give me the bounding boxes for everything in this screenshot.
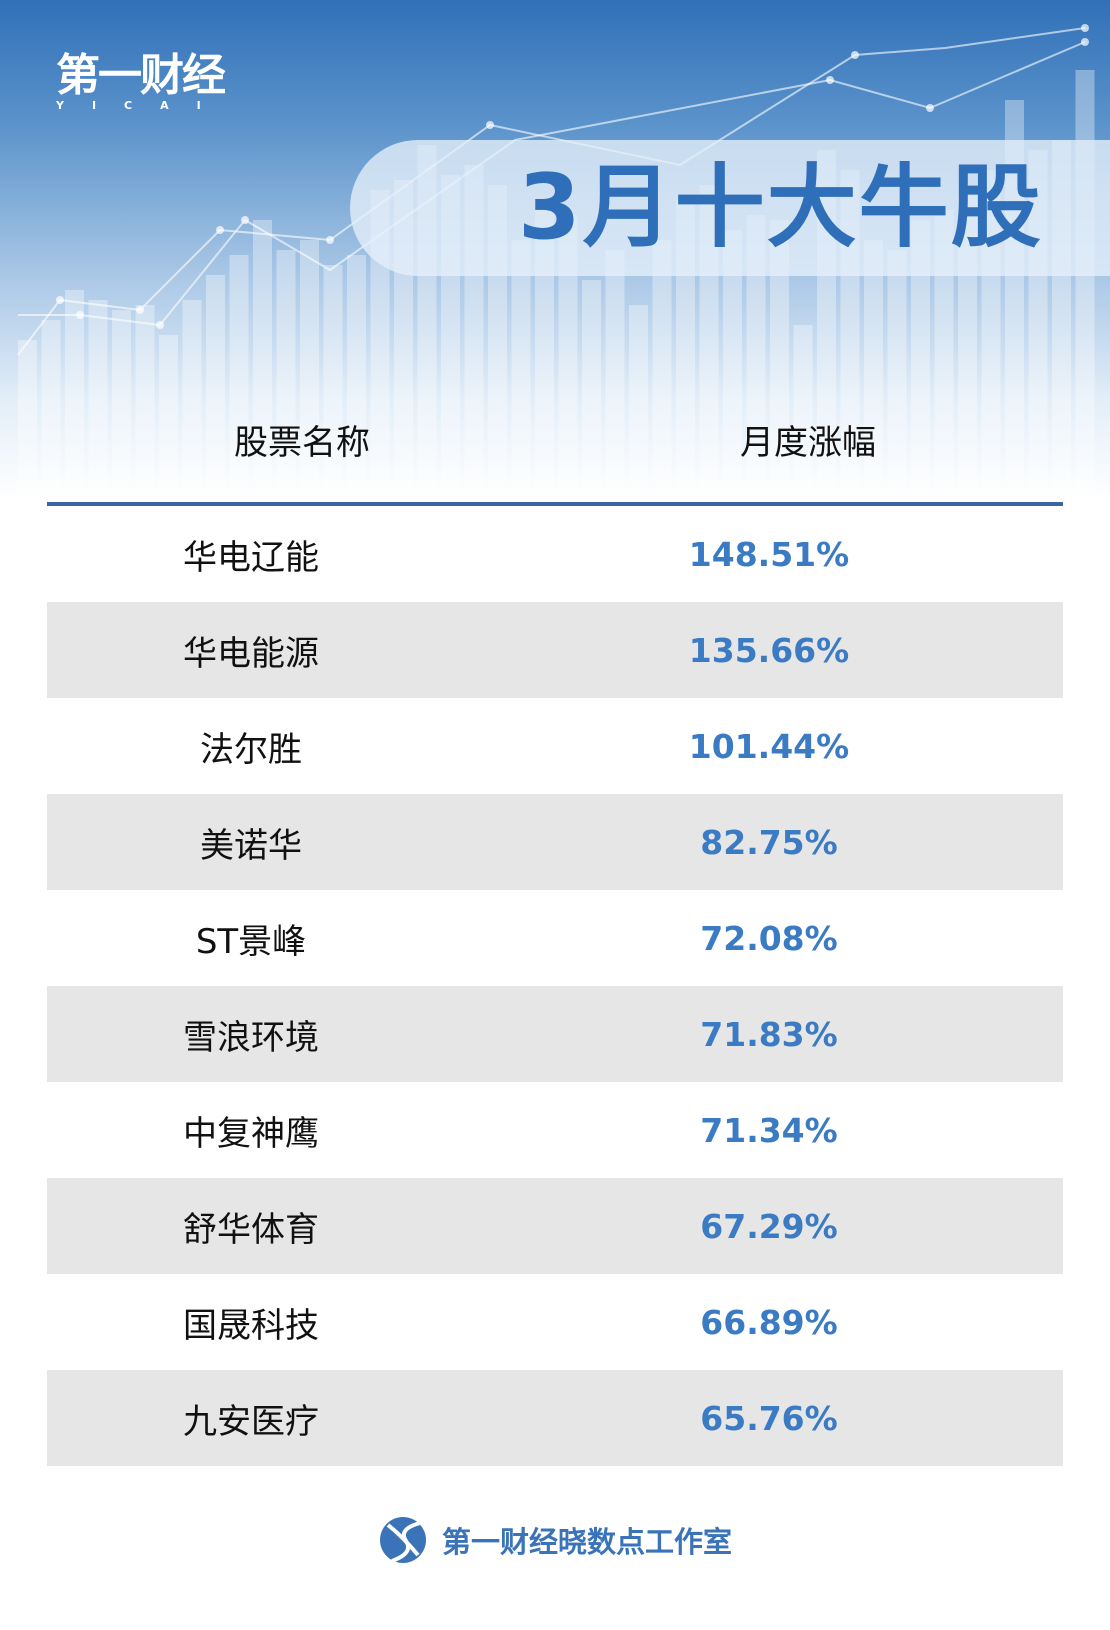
monthly-change: 71.83% [700, 1014, 838, 1054]
decorative-bar [229, 255, 249, 500]
decorative-bar [65, 290, 84, 500]
stock-name: 中复神鹰 [183, 1113, 319, 1154]
monthly-change: 65.76% [700, 1398, 838, 1438]
table-row: 华电能源 135.66% [47, 602, 1063, 698]
decorative-bar [18, 340, 37, 500]
decorative-bar [206, 275, 225, 500]
page-title: 3月十大牛股 [518, 155, 1043, 260]
table-row: 九安医疗 65.76% [47, 1370, 1063, 1466]
decorative-bar [112, 310, 131, 500]
decorative-bar [182, 300, 202, 500]
decorative-bar [558, 215, 578, 500]
stock-name: ST景峰 [195, 921, 307, 962]
monthly-change: 71.34% [700, 1110, 838, 1150]
monthly-change: 66.89% [700, 1302, 838, 1342]
monthly-change: 101.44% [688, 726, 850, 766]
decorative-bar [770, 220, 789, 500]
monthly-change: 148.51% [688, 534, 850, 574]
decorative-bar [276, 250, 296, 500]
decorative-bar [535, 210, 554, 500]
decorative-bar [323, 265, 343, 500]
decorative-bar [253, 220, 272, 500]
stock-name: 国晟科技 [183, 1305, 319, 1346]
table-row: 国晟科技 66.89% [47, 1274, 1063, 1370]
table-row: 美诺华 82.75% [47, 794, 1063, 890]
table-row: ST景峰 72.08% [47, 890, 1063, 986]
stock-name: 华电辽能 [183, 537, 319, 578]
footer-text: 第一财经晓数点工作室 [442, 1525, 733, 1559]
decorative-bar [1075, 70, 1095, 500]
table-row: 舒华体育 67.29% [47, 1178, 1063, 1274]
decorative-bar [652, 240, 672, 500]
decorative-bar [887, 250, 907, 500]
stock-name: 美诺华 [200, 825, 302, 866]
decorative-bar [864, 240, 883, 500]
decorative-bar [511, 240, 531, 500]
table-row: 华电辽能 148.51% [47, 506, 1063, 602]
decorative-bar [159, 335, 178, 500]
decorative-bar [582, 280, 601, 500]
yicai-logo: 第一财经 YICAI [56, 52, 229, 112]
logo-subtext: YICAI [56, 99, 229, 112]
stock-name: 华电能源 [183, 633, 319, 674]
header-divider [47, 502, 1063, 506]
monthly-change: 67.29% [700, 1206, 838, 1246]
decorative-bar [41, 320, 61, 500]
decorative-bar [605, 250, 625, 500]
decorative-bar [723, 230, 742, 500]
decorative-bar [629, 305, 648, 500]
column-header-change: 月度涨幅 [740, 423, 876, 463]
yicai-studio-logo-icon [380, 1517, 426, 1563]
decorative-bar [934, 210, 954, 500]
table-row: 法尔胜 101.44% [47, 698, 1063, 794]
decorative-bar [135, 305, 155, 500]
column-header-name: 股票名称 [234, 423, 370, 463]
monthly-change: 72.08% [700, 918, 838, 958]
monthly-change: 135.66% [688, 630, 850, 670]
decorative-bar [911, 220, 930, 500]
stock-name: 舒华体育 [183, 1209, 319, 1250]
title-pill [350, 140, 1110, 276]
stock-name: 九安医疗 [183, 1401, 319, 1442]
stock-name: 雪浪环境 [183, 1017, 319, 1058]
footer: 第一财经晓数点工作室 [378, 1515, 732, 1565]
decorative-bar [347, 255, 366, 500]
decorative-bar [793, 325, 813, 500]
table-row: 雪浪环境 71.83% [47, 986, 1063, 1082]
stock-name: 法尔胜 [200, 729, 302, 770]
logo-text: 第一财经 [56, 50, 226, 101]
decorative-bar [746, 215, 766, 500]
decorative-bar [88, 300, 108, 500]
monthly-change: 82.75% [700, 822, 838, 862]
stock-table: 华电辽能 148.51% 华电能源 135.66% 法尔胜 101.44% 美诺华 82.75… [47, 506, 1063, 1466]
decorative-bar [300, 240, 319, 500]
table-row: 中复神鹰 71.34% [47, 1082, 1063, 1178]
